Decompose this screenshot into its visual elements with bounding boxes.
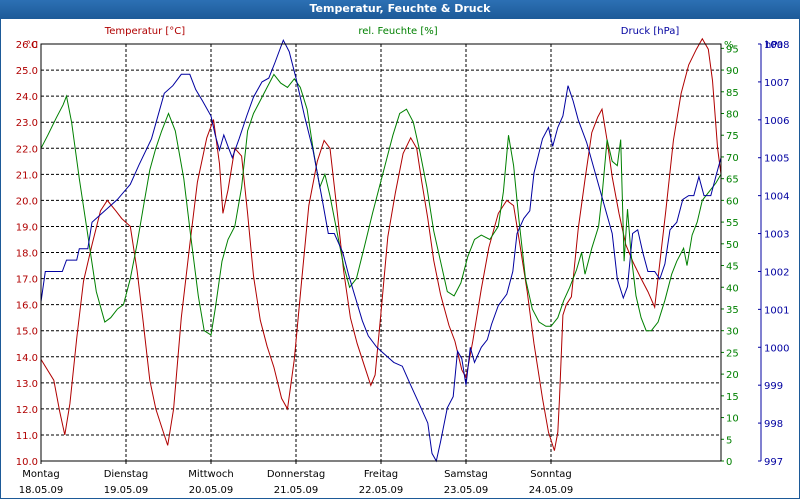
mid-tick-label: 90	[726, 66, 739, 77]
right-axis-unit: hPa	[765, 40, 783, 51]
mid-tick-label: 10	[726, 414, 739, 425]
left-tick-label: 20.0	[16, 196, 38, 207]
right-tick-label: 1002	[764, 267, 789, 278]
right-axis-title: Druck [hPa]	[621, 26, 680, 37]
right-tick-label: 1000	[764, 343, 789, 354]
axis-labels: Montag 18.05.09 Dienstag 19.05.09 Mittwoch 20…	[16, 40, 790, 496]
mid-tick-label: 5	[726, 435, 732, 446]
x-tick-date: 20.05.09	[189, 485, 234, 496]
left-tick-label: 18.0	[16, 249, 38, 260]
right-tick-label: 998	[764, 419, 783, 430]
right-tick-label: 1005	[764, 154, 789, 165]
left-tick-label: 12.0	[16, 405, 38, 416]
mid-tick-label: 0	[726, 457, 732, 468]
left-tick-label: 19.0	[16, 222, 38, 233]
x-tick-label: Mittwoch	[188, 469, 233, 480]
x-tick-date: 23.05.09	[444, 485, 489, 496]
mid-tick-label: 40	[726, 283, 739, 294]
left-tick-label: 16.0	[16, 301, 38, 312]
mid-tick-label: 25	[726, 348, 739, 359]
left-tick-label: 11.0	[16, 431, 38, 442]
mid-tick-label: 95	[726, 44, 739, 55]
x-tick-label: Samstag	[444, 469, 488, 480]
mid-tick-label: 65	[726, 175, 739, 186]
mid-tick-label: 60	[726, 196, 739, 207]
left-axis-title: Temperatur [°C]	[104, 26, 185, 37]
mid-tick-label: 15	[726, 392, 739, 403]
right-tick-label: 1008	[764, 40, 789, 51]
mid-tick-label: 85	[726, 88, 739, 99]
x-tick-label: Freitag	[364, 469, 398, 480]
mid-tick-label: 30	[726, 327, 739, 338]
mid-tick-label: 55	[726, 218, 739, 229]
left-tick-label: 23.0	[16, 118, 38, 129]
left-tick-label: 25.0	[16, 66, 38, 77]
left-tick-label: 22.0	[16, 144, 38, 155]
x-tick-label: Donnerstag	[267, 469, 325, 480]
right-tick-label: 1001	[764, 305, 789, 316]
left-tick-label: 17.0	[16, 275, 38, 286]
x-tick-label: Dienstag	[104, 469, 149, 480]
mid-tick-label: 80	[726, 110, 739, 121]
x-tick-date: 19.05.09	[104, 485, 149, 496]
series-lines	[40, 37, 722, 463]
mid-tick-label: 20	[726, 370, 739, 381]
right-tick-label: 1003	[764, 230, 789, 241]
left-tick-label: 10.0	[16, 457, 38, 468]
left-tick-label: 26.0	[16, 40, 38, 51]
right-tick-label: 997	[764, 457, 783, 468]
left-tick-label: 13.0	[16, 379, 38, 390]
x-tick-label: Sonntag	[530, 469, 572, 480]
right-tick-label: 1006	[764, 116, 789, 127]
left-tick-label: 14.0	[16, 353, 38, 364]
left-axis-unit: °C	[26, 40, 38, 51]
window-title: Temperatur, Feuchte & Druck	[0, 0, 800, 19]
grid-lines	[40, 43, 762, 464]
series-line-mid	[40, 73, 722, 336]
right-tick-label: 1007	[764, 78, 789, 89]
mid-tick-label: 35	[726, 305, 739, 316]
x-tick-date: 21.05.09	[274, 485, 319, 496]
x-tick-date: 24.05.09	[529, 485, 574, 496]
left-tick-label: 21.0	[16, 170, 38, 181]
left-tick-label: 15.0	[16, 327, 38, 338]
x-tick-date: 18.05.09	[19, 485, 64, 496]
series-line-right	[40, 38, 722, 463]
mid-axis-unit: %	[724, 40, 734, 51]
x-tick-label: Montag	[22, 469, 59, 480]
mid-tick-label: 75	[726, 131, 739, 142]
mid-axis-title: rel. Feuchte [%]	[358, 26, 437, 37]
right-tick-label: 1004	[764, 192, 789, 203]
left-tick-label: 24.0	[16, 92, 38, 103]
mid-tick-label: 70	[726, 153, 739, 164]
plot-border	[40, 43, 722, 462]
right-tick-label: 999	[764, 381, 783, 392]
series-line-left	[40, 37, 722, 451]
mid-tick-label: 45	[726, 262, 739, 273]
mid-tick-label: 50	[726, 240, 739, 251]
x-tick-date: 22.05.09	[359, 485, 404, 496]
